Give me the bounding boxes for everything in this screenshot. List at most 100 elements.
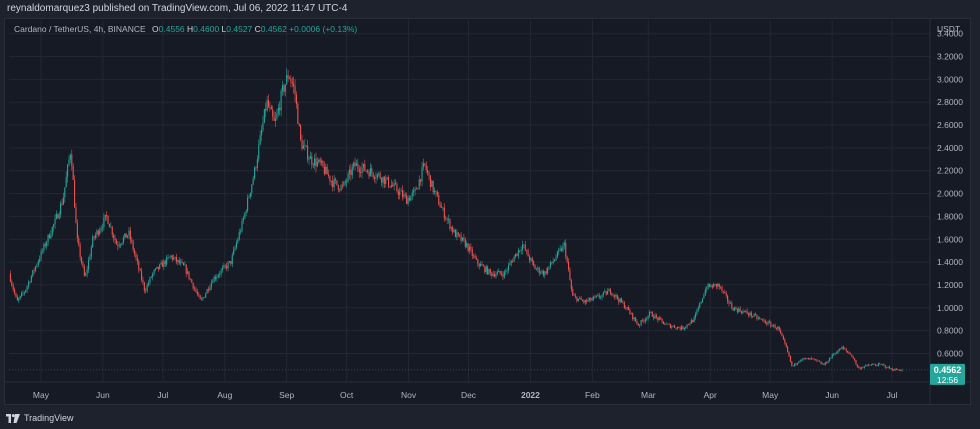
candle bbox=[340, 183, 342, 192]
candle bbox=[184, 261, 186, 266]
candle bbox=[648, 309, 651, 319]
candle bbox=[235, 239, 237, 250]
candle bbox=[898, 369, 900, 372]
candle bbox=[396, 181, 398, 193]
candle bbox=[175, 253, 177, 265]
candle bbox=[791, 360, 793, 367]
candle bbox=[207, 286, 210, 294]
price-axis[interactable]: 3.4000 3.2000 3.0000 2.8000 2.6000 2.4000 2.20… bbox=[929, 19, 963, 404]
candle bbox=[463, 233, 465, 243]
candle bbox=[555, 254, 557, 261]
candle bbox=[14, 287, 16, 296]
candle bbox=[838, 348, 840, 352]
candle bbox=[717, 283, 719, 289]
candle bbox=[667, 323, 669, 325]
candle bbox=[422, 158, 424, 171]
candle bbox=[644, 317, 646, 324]
candle bbox=[877, 362, 879, 367]
candle bbox=[594, 294, 596, 299]
candle bbox=[343, 180, 345, 188]
symbol-name[interactable]: Cardano / TetherUS, 4h, BINANCE bbox=[14, 24, 146, 34]
last-price-value: 0.4562 bbox=[934, 365, 962, 375]
candle bbox=[694, 311, 697, 320]
price-tick-label: 3.4000 bbox=[937, 29, 963, 39]
tradingview-logo-icon bbox=[6, 413, 20, 423]
candle bbox=[503, 269, 505, 279]
candle bbox=[138, 259, 140, 273]
candle bbox=[686, 324, 688, 329]
candle bbox=[874, 363, 877, 367]
candle bbox=[217, 273, 219, 278]
candle bbox=[447, 214, 450, 224]
candle bbox=[879, 362, 881, 365]
candle bbox=[520, 246, 522, 255]
candle bbox=[145, 287, 147, 294]
candle bbox=[127, 235, 129, 239]
candle bbox=[467, 242, 469, 253]
candle bbox=[79, 242, 81, 261]
candle bbox=[441, 202, 443, 208]
candle bbox=[675, 327, 677, 330]
candle bbox=[466, 240, 468, 248]
high-value: 0.4600 bbox=[193, 24, 220, 34]
candle bbox=[534, 264, 536, 270]
candle bbox=[85, 272, 87, 277]
candle bbox=[74, 175, 76, 208]
candle bbox=[561, 246, 563, 252]
candle bbox=[350, 163, 352, 181]
candle bbox=[457, 232, 459, 238]
candle bbox=[341, 181, 344, 190]
candle bbox=[427, 166, 429, 176]
price-tick-label: 1.2000 bbox=[937, 280, 963, 290]
time-axis[interactable]: May Jun Jul Aug Sep Oct Nov Dec 2022 Feb Mar Apr May… bbox=[5, 381, 970, 400]
high-label: H bbox=[187, 24, 194, 34]
candle bbox=[847, 350, 849, 354]
candle bbox=[141, 267, 143, 283]
candle bbox=[884, 364, 886, 369]
candle bbox=[870, 363, 872, 366]
candle bbox=[238, 228, 240, 241]
candle bbox=[598, 292, 600, 300]
candle bbox=[146, 282, 148, 293]
candle bbox=[41, 248, 44, 254]
candle bbox=[192, 282, 194, 291]
candle bbox=[153, 268, 155, 276]
candle bbox=[149, 276, 151, 286]
candle bbox=[502, 271, 504, 280]
candle bbox=[301, 134, 303, 151]
candle bbox=[191, 278, 193, 284]
candle bbox=[93, 235, 95, 241]
candle bbox=[344, 179, 346, 186]
candle bbox=[813, 358, 815, 361]
candle bbox=[450, 226, 452, 232]
candle bbox=[787, 345, 789, 353]
candle bbox=[658, 315, 660, 321]
candle bbox=[248, 194, 250, 199]
candle bbox=[314, 154, 316, 170]
candle bbox=[618, 296, 620, 306]
candle bbox=[94, 232, 97, 241]
candle bbox=[505, 268, 507, 275]
candle bbox=[739, 306, 741, 313]
candle bbox=[307, 139, 309, 163]
candle bbox=[601, 293, 603, 301]
chart-pane[interactable] bbox=[4, 18, 971, 405]
tradingview-footer[interactable]: TradingView bbox=[6, 411, 74, 425]
candle bbox=[346, 177, 348, 188]
candle bbox=[15, 292, 17, 298]
candle bbox=[354, 157, 356, 171]
candle bbox=[569, 266, 571, 281]
candle bbox=[318, 158, 320, 164]
candle bbox=[62, 192, 64, 206]
candle bbox=[806, 358, 808, 360]
candle bbox=[615, 292, 617, 300]
candle bbox=[697, 305, 699, 312]
candle bbox=[856, 364, 858, 368]
candle bbox=[741, 310, 743, 315]
candle bbox=[429, 175, 431, 191]
price-tick-label: 2.6000 bbox=[937, 120, 963, 130]
candle bbox=[792, 365, 794, 367]
candle bbox=[736, 307, 738, 315]
candle bbox=[185, 263, 187, 278]
